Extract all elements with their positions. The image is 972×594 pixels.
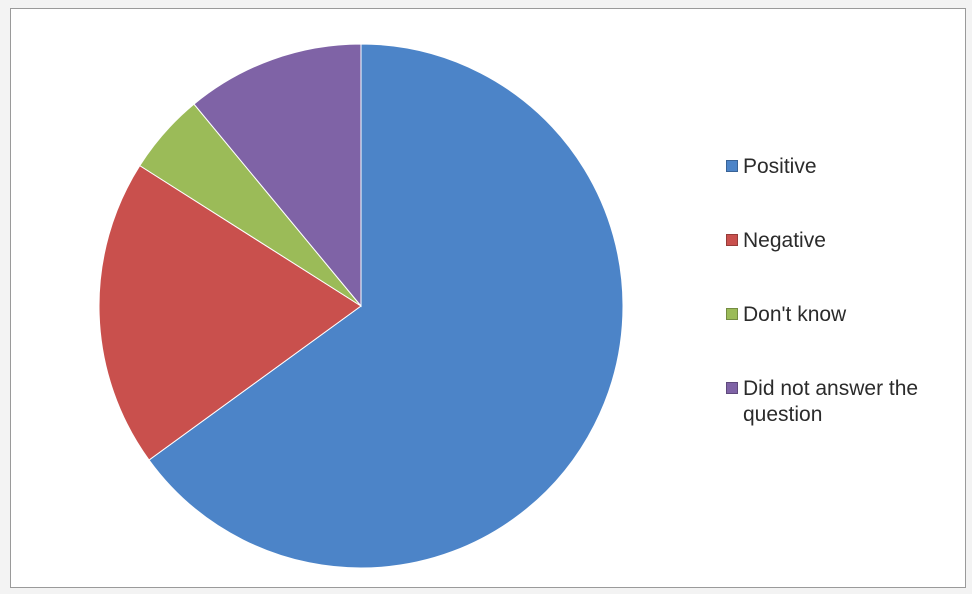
- legend-swatch-positive: [726, 160, 738, 172]
- legend-label-dont-know: Don't know: [743, 303, 847, 326]
- legend-item-positive: Positive: [726, 154, 966, 180]
- pie-slice-negative: [98, 164, 362, 461]
- legend-label-positive: Positive: [743, 155, 817, 178]
- legend-swatch-dont-know: [726, 308, 738, 320]
- pie-slice-did-not-answer-the-question: [193, 43, 362, 308]
- legend-swatch-did-not-answer: [726, 382, 738, 394]
- legend-label-did-not-answer: Did not answer the question: [743, 377, 919, 426]
- legend-swatch-negative: [726, 234, 738, 246]
- chart-frame: Positive Negative Don't know Did not ans…: [10, 8, 966, 588]
- legend-item-dont-know: Don't know: [726, 302, 966, 328]
- legend-label-negative: Negative: [743, 229, 826, 252]
- pie-chart: [98, 43, 624, 569]
- legend-item-negative: Negative: [726, 228, 966, 254]
- pie-slice-positive: [148, 43, 624, 569]
- legend: Positive Negative Don't know Did not ans…: [726, 154, 966, 476]
- legend-item-did-not-answer: Did not answer the question: [726, 376, 966, 428]
